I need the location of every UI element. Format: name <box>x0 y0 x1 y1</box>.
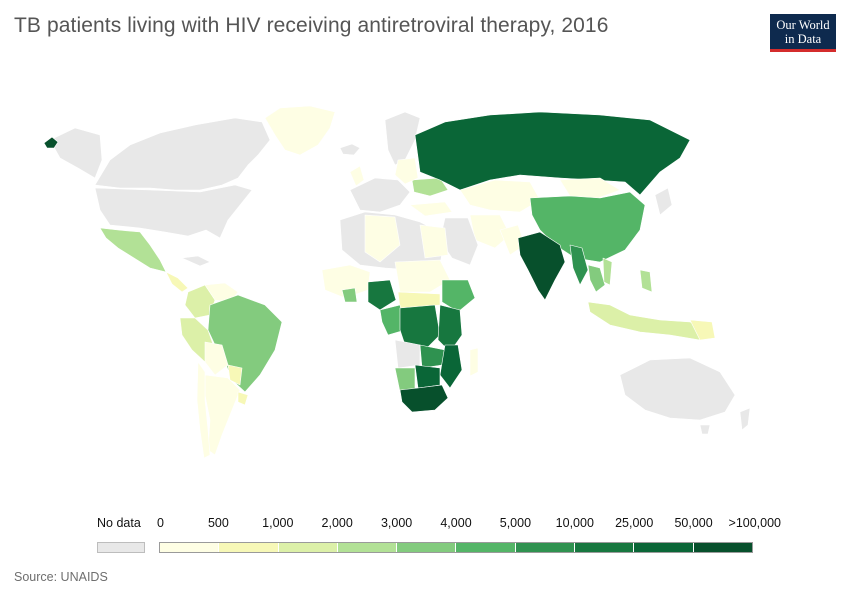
country-bolivia[interactable] <box>204 341 229 376</box>
country-turkey[interactable] <box>409 201 453 217</box>
source-note: Source: UNAIDS <box>14 570 108 584</box>
country-brazil[interactable] <box>207 294 283 393</box>
country-usa[interactable] <box>94 184 253 239</box>
country-kenya-tanzania[interactable] <box>437 304 463 353</box>
legend-tick-3000: 3,000 <box>380 516 413 530</box>
country-small-arctic[interactable] <box>43 136 59 149</box>
country-western-europe[interactable] <box>349 177 411 213</box>
country-japan[interactable] <box>654 187 673 216</box>
legend-tick-100000-plus: >100,000 <box>728 516 781 530</box>
country-eastern-europe[interactable] <box>394 157 419 185</box>
country-chile[interactable] <box>196 361 211 459</box>
legend-bin-7[interactable] <box>515 543 576 552</box>
country-australia[interactable] <box>619 357 736 421</box>
country-russia[interactable] <box>414 111 691 196</box>
country-myanmar[interactable] <box>569 244 589 286</box>
legend-no-data-label: No data <box>97 516 141 530</box>
country-caribbean[interactable] <box>181 255 211 267</box>
country-canada[interactable] <box>94 117 271 191</box>
country-alaska[interactable] <box>49 127 103 179</box>
country-kazakhstan[interactable] <box>459 179 541 213</box>
legend-tick-5000: 5,000 <box>499 516 532 530</box>
legend-bin-4[interactable] <box>337 543 398 552</box>
legend-tick-500: 500 <box>207 516 229 530</box>
country-new-zealand[interactable] <box>739 407 751 431</box>
country-uk[interactable] <box>349 165 365 187</box>
country-philippines[interactable] <box>639 269 653 293</box>
legend-tick-0: 0 <box>157 516 164 530</box>
country-scandinavia[interactable] <box>384 111 421 166</box>
legend-bin-6[interactable] <box>456 543 516 552</box>
country-tasmania[interactable] <box>699 424 711 435</box>
legend-bin-2[interactable] <box>219 543 279 552</box>
country-botswana-zimbabwe[interactable] <box>414 364 441 389</box>
country-india[interactable] <box>517 231 566 301</box>
legend-tick-1000: 1,000 <box>262 516 294 530</box>
country-egypt[interactable] <box>419 224 449 259</box>
country-angola[interactable] <box>394 339 421 369</box>
legend-bin-10[interactable] <box>693 543 752 552</box>
country-iceland[interactable] <box>339 143 361 156</box>
country-thailand[interactable] <box>587 264 606 293</box>
logo-line-2: in Data <box>784 32 822 46</box>
legend-no-data-swatch <box>97 542 145 553</box>
country-south-africa[interactable] <box>399 384 449 413</box>
logo-line-1: Our World <box>776 18 830 32</box>
country-paraguay[interactable] <box>227 364 243 386</box>
country-madagascar[interactable] <box>469 347 479 377</box>
legend-bin-1[interactable] <box>160 543 220 552</box>
legend-tick-2000: 2,000 <box>321 516 353 530</box>
legend-bin-5[interactable] <box>397 543 457 552</box>
country-algeria[interactable] <box>364 214 401 263</box>
country-chad-sudan[interactable] <box>394 259 451 293</box>
owid-logo[interactable]: Our World in Data <box>770 14 836 52</box>
legend-tick-50000: 50,000 <box>674 516 713 530</box>
country-mexico[interactable] <box>99 227 167 273</box>
country-uruguay[interactable] <box>237 391 249 406</box>
legend-bin-3[interactable] <box>278 543 338 552</box>
page-title: TB patients living with HIV receiving an… <box>14 14 609 37</box>
country-mozambique[interactable] <box>439 344 463 389</box>
legend-color-bar <box>159 542 753 553</box>
legend-tick-25000: 25,000 <box>615 516 654 530</box>
country-ethiopia[interactable] <box>441 279 476 313</box>
country-mongolia[interactable] <box>559 177 621 199</box>
country-nigeria[interactable] <box>367 279 397 311</box>
country-ghana-ivory[interactable] <box>341 287 358 303</box>
country-argentina[interactable] <box>204 374 241 456</box>
country-central-america[interactable] <box>165 271 189 293</box>
legend-bin-9[interactable] <box>634 543 694 552</box>
country-cameroon-gabon[interactable] <box>379 304 406 336</box>
country-zambia[interactable] <box>419 344 446 369</box>
legend-tick-4000: 4,000 <box>440 516 472 530</box>
legend-bin-8[interactable] <box>575 543 635 552</box>
legend-tick-10000: 10,000 <box>555 516 594 530</box>
country-papua[interactable] <box>689 319 716 341</box>
country-vietnam[interactable] <box>602 257 613 286</box>
country-greenland[interactable] <box>264 105 336 156</box>
